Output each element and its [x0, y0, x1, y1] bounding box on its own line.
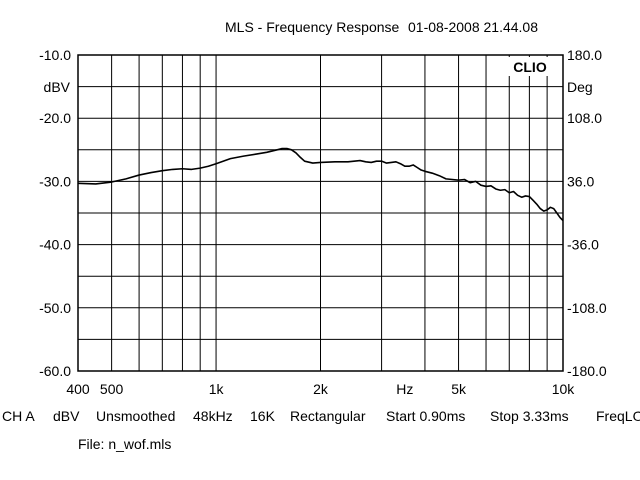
y2-tick-label: -108.0: [567, 300, 607, 316]
status-stop: Stop 3.33ms: [490, 408, 569, 424]
x-tick-label: 400: [66, 381, 90, 397]
x-tick-label: Hz: [396, 381, 413, 397]
y-tick-label: -40.0: [39, 237, 71, 253]
y-tick-label: -60.0: [39, 363, 71, 379]
status-size: 16K: [250, 408, 275, 424]
y2-tick-label: -36.0: [567, 237, 599, 253]
y2-tick-label: 180.0: [567, 47, 602, 63]
series-line-response: [77, 147, 564, 222]
y2-tick-label: 108.0: [567, 110, 602, 126]
y-tick-labels: -10.0 -20.0 -30.0 -40.0 -50.0 -60.0: [39, 47, 71, 379]
grid-major-lines: [78, 55, 563, 371]
x-tick-label: 5k: [451, 381, 467, 397]
status-freq: FreqLO: [596, 408, 640, 424]
chart-timestamp: 01-08-2008 21.44.08: [408, 19, 538, 35]
y-tick-label: -20.0: [39, 110, 71, 126]
y-axis-label: dBV: [44, 79, 71, 95]
file-name-label: File: n_wof.mls: [78, 436, 172, 452]
status-channel: CH A: [2, 408, 35, 424]
x-tick-label: 2k: [313, 381, 329, 397]
status-window: Rectangular: [290, 408, 366, 424]
y-tick-label: -30.0: [39, 173, 71, 189]
y2-tick-labels: 180.0 108.0 36.0 -36.0 -108.0 -180.0: [567, 47, 607, 379]
status-start: Start 0.90ms: [386, 408, 466, 424]
y2-axis-label: Deg: [567, 79, 593, 95]
clio-logo-box: [506, 57, 555, 76]
x-tick-label: 1k: [209, 381, 225, 397]
y2-tick-label: -180.0: [567, 363, 607, 379]
status-sample-rate: 48kHz: [193, 408, 233, 424]
plot-frame: [77, 54, 564, 372]
status-smoothing: Unsmoothed: [96, 408, 176, 424]
measurement-status-bar: CH A dBV Unsmoothed 48kHz 16K Rectangula…: [0, 408, 640, 428]
chart-title: MLS - Frequency Response: [225, 19, 400, 35]
status-unit: dBV: [53, 408, 80, 424]
clio-logo: CLIO: [513, 59, 547, 75]
x-tick-labels: 400 500 1k 2k Hz 5k 10k: [66, 381, 575, 397]
y2-tick-label: 36.0: [567, 173, 594, 189]
x-tick-label: 500: [100, 381, 124, 397]
x-tick-label: 10k: [552, 381, 576, 397]
y-tick-label: -10.0: [39, 47, 71, 63]
y-tick-label: -50.0: [39, 300, 71, 316]
